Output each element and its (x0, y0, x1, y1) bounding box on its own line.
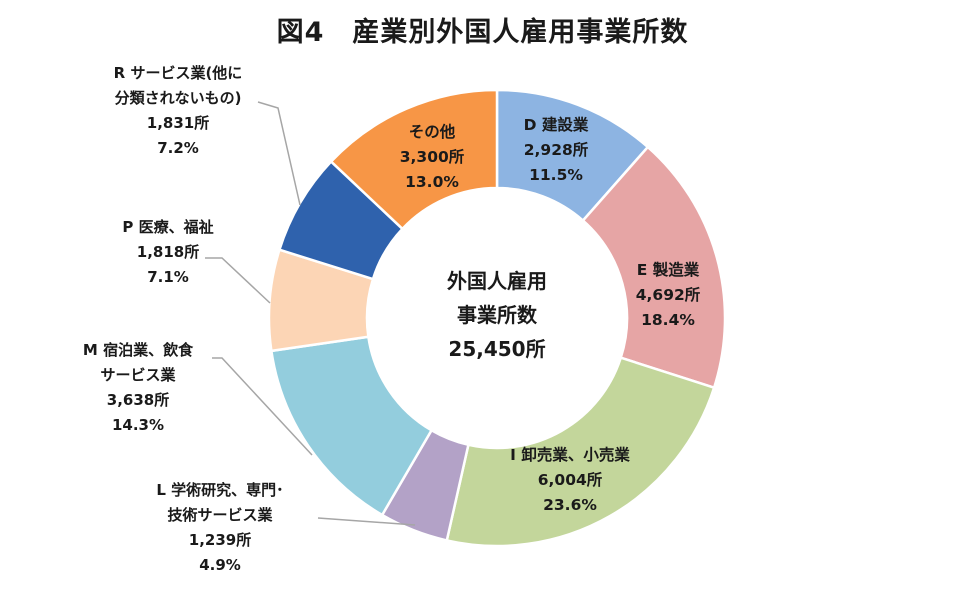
center-label-line-2: 25,450所 (448, 337, 545, 361)
slice-E (581, 145, 727, 390)
leader-line-P (205, 257, 271, 304)
label-P-line-1: 1,818所 (137, 243, 199, 261)
label-R-line-0: R サービス業(他に (114, 64, 243, 82)
center-label-line-1: 事業所数 (457, 303, 538, 327)
label-M-line-0: M 宿泊業、飲食 (83, 341, 194, 359)
label-M-line-2: 3,638所 (107, 391, 169, 409)
label-other-line-0: その他 (409, 122, 456, 141)
label-I-line-2: 23.6% (543, 496, 597, 514)
label-M-line-3: 14.3% (112, 416, 164, 434)
leader-line-M (212, 357, 313, 456)
center-label-line-0: 外国人雇用 (447, 269, 547, 293)
slice-labels: D 建設業 2,928所 11.5% E 製造業 4,692所 18.4% I 卸売業、小売… (83, 64, 701, 574)
label-P-line-0: P 医療、福祉 (122, 218, 213, 236)
slice-I (445, 356, 716, 548)
label-P-line-2: 7.1% (147, 268, 189, 286)
label-L-line-1: 技術サービス業 (167, 506, 273, 524)
label-D-line-2: 11.5% (529, 166, 583, 184)
label-R-line-3: 7.2% (157, 139, 199, 157)
label-D-line-1: 2,928所 (524, 141, 589, 159)
leader-line-L (317, 517, 416, 526)
label-other-line-1: 3,300所 (400, 148, 465, 166)
label-L-line-2: 1,239所 (189, 531, 251, 549)
label-E-line-0: E 製造業 (637, 260, 700, 279)
label-other-line-2: 13.0% (405, 173, 459, 191)
label-E-line-1: 4,692所 (636, 286, 701, 304)
label-I-line-1: 6,004所 (538, 471, 603, 489)
label-D-line-0: D 建設業 (524, 115, 589, 134)
label-I-line-0: I 卸売業、小売業 (510, 445, 630, 464)
label-E-line-2: 18.4% (641, 311, 695, 329)
leader-line-R (257, 101, 301, 206)
label-M-line-1: サービス業 (100, 366, 176, 384)
label-L-line-3: 4.9% (199, 556, 241, 574)
slices-group (267, 88, 727, 548)
leader-lines (205, 101, 416, 526)
center-label: 外国人雇用事業所数 25,450所 (447, 269, 547, 361)
label-R-line-2: 1,831所 (147, 114, 209, 132)
label-L-line-0: L 学術研究、専門･ (156, 481, 283, 499)
slice-other (329, 88, 499, 231)
label-R-line-1: 分類されないもの) (115, 89, 242, 107)
chart-title: 図4 産業別外国人雇用事業所数 (276, 17, 689, 48)
